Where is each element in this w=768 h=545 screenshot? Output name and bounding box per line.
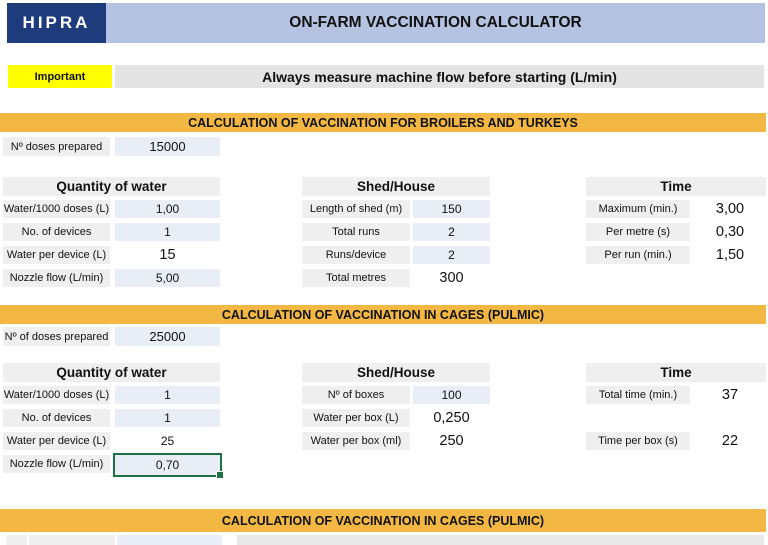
- row-label: Water per device (L): [3, 432, 110, 450]
- group-title: Shed/House: [302, 363, 490, 382]
- cell-water-per-box-l[interactable]: 0,250: [433, 410, 470, 426]
- cell-total-metres[interactable]: 300: [439, 270, 464, 286]
- row-label: Water/1000 doses (L): [3, 386, 110, 404]
- cell-runs-per-device[interactable]: 2: [413, 246, 490, 264]
- cell-no-of-devices-2[interactable]: 1: [115, 409, 220, 427]
- group-title: Time: [586, 363, 766, 382]
- group-time-2: Time Total time (min.) 37 Time per box (…: [586, 363, 766, 455]
- group-shed-house-2: Shed/House Nº of boxes 100 Water per box…: [302, 363, 490, 455]
- table-row: No. of devices 1: [3, 409, 220, 427]
- cell-time-per-box[interactable]: 22: [721, 433, 739, 449]
- group-shed-house-1: Shed/House Length of shed (m) 150 Total …: [302, 177, 490, 292]
- notice-text: Always measure machine flow before start…: [115, 65, 764, 88]
- group-title: Quantity of water: [3, 177, 220, 196]
- section-banner-cages: CALCULATION OF VACCINATION IN CAGES (PUL…: [0, 305, 766, 324]
- cell-water-per-box-ml[interactable]: 250: [439, 433, 464, 449]
- page-title: ON-FARM VACCINATION CALCULATOR: [106, 3, 765, 43]
- cell-water-per-1000-doses-1[interactable]: 1,00: [115, 200, 220, 218]
- cell-water-per-1000-doses-2[interactable]: 1: [115, 386, 220, 404]
- doses-prepared-cell[interactable]: 15000: [115, 137, 220, 156]
- table-row: Water/1000 doses (L) 1: [3, 386, 220, 404]
- table-row: Runs/device 2: [302, 246, 490, 264]
- group-quantity-of-water-1: Quantity of water Water/1000 doses (L) 1…: [3, 177, 220, 292]
- group-title: Quantity of water: [3, 363, 220, 382]
- table-row: Length of shed (m) 150: [302, 200, 490, 218]
- row-label: Time per box (s): [586, 432, 690, 450]
- row-label: Nozzle flow (L/min): [3, 269, 110, 287]
- row-label: No. of devices: [3, 223, 110, 241]
- table-row: Water per device (L) 15: [3, 246, 220, 264]
- row-label: Total time (min.): [586, 386, 690, 404]
- table-row: Maximum (min.) 3,00: [586, 200, 766, 218]
- doses-prepared-label: Nº doses prepared: [3, 137, 110, 156]
- row-label: No. of devices: [3, 409, 110, 427]
- row-label: Water per box (ml): [302, 432, 410, 450]
- table-row: Time per box (s) 22: [586, 432, 766, 450]
- clipped-cell: [237, 535, 764, 545]
- group-title: Time: [586, 177, 766, 196]
- group-title: Shed/House: [302, 177, 490, 196]
- table-row: Nozzle flow (L/min) 0,70: [3, 453, 224, 479]
- cell-water-per-device-1[interactable]: 15: [159, 247, 176, 263]
- table-row: Total metres 300: [302, 269, 490, 287]
- table-row: Water per box (ml) 250: [302, 432, 490, 450]
- table-row: Total time (min.) 37: [586, 386, 766, 404]
- important-badge: Important: [8, 65, 112, 88]
- row-label: Runs/device: [302, 246, 410, 264]
- section-banner-broilers: CALCULATION OF VACCINATION FOR BROILERS …: [0, 113, 766, 132]
- table-row: Per metre (s) 0,30: [586, 223, 766, 241]
- clipped-cell[interactable]: [117, 535, 222, 545]
- row-label: Water per device (L): [3, 246, 110, 264]
- row-label: Nozzle flow (L/min): [3, 455, 110, 473]
- cell-total-time[interactable]: 37: [721, 387, 739, 403]
- row-label: Maximum (min.): [586, 200, 690, 218]
- cell-time-maximum[interactable]: 3,00: [715, 201, 745, 217]
- table-row: Nº of boxes 100: [302, 386, 490, 404]
- cell-nozzle-flow-2-selected[interactable]: 0,70: [113, 453, 224, 479]
- row-label: Per run (min.): [586, 246, 690, 264]
- cell-time-per-metre[interactable]: 0,30: [715, 224, 745, 240]
- row-label: Water/1000 doses (L): [3, 200, 110, 218]
- table-row: Nozzle flow (L/min) 5,00: [3, 269, 220, 287]
- doses-prepared-cell-2[interactable]: 25000: [115, 327, 220, 346]
- clipped-cell: [29, 535, 115, 545]
- row-label: Total metres: [302, 269, 410, 287]
- cell-total-runs[interactable]: 2: [413, 223, 490, 241]
- table-row: No. of devices 1: [3, 223, 220, 241]
- doses-prepared-label-2: Nº of doses prepared: [3, 327, 110, 346]
- section-banner-cages-2: CALCULATION OF VACCINATION IN CAGES (PUL…: [0, 509, 766, 532]
- row-label: Water per box (L): [302, 409, 410, 427]
- cell-length-of-shed[interactable]: 150: [413, 200, 490, 218]
- cell-no-of-devices-1[interactable]: 1: [115, 223, 220, 241]
- group-time-1: Time Maximum (min.) 3,00 Per metre (s) 0…: [586, 177, 766, 269]
- table-row: Water per box (L) 0,250: [302, 409, 490, 427]
- cell-no-of-boxes[interactable]: 100: [413, 386, 490, 404]
- table-row: Total runs 2: [302, 223, 490, 241]
- table-row: Per run (min.) 1,50: [586, 246, 766, 264]
- row-label: Nº of boxes: [302, 386, 410, 404]
- cell-water-per-device-2[interactable]: 25: [160, 434, 175, 448]
- table-row: Water per device (L) 25: [3, 432, 220, 450]
- row-label: Length of shed (m): [302, 200, 410, 218]
- row-label: Per metre (s): [586, 223, 690, 241]
- hipra-logo: HIPRA: [7, 3, 106, 43]
- clipped-cell: [6, 535, 27, 545]
- cell-time-per-run[interactable]: 1,50: [715, 247, 745, 263]
- row-label: Total runs: [302, 223, 410, 241]
- table-row: Water/1000 doses (L) 1,00: [3, 200, 220, 218]
- cell-nozzle-flow-1[interactable]: 5,00: [115, 269, 220, 287]
- group-quantity-of-water-2: Quantity of water Water/1000 doses (L) 1…: [3, 363, 224, 479]
